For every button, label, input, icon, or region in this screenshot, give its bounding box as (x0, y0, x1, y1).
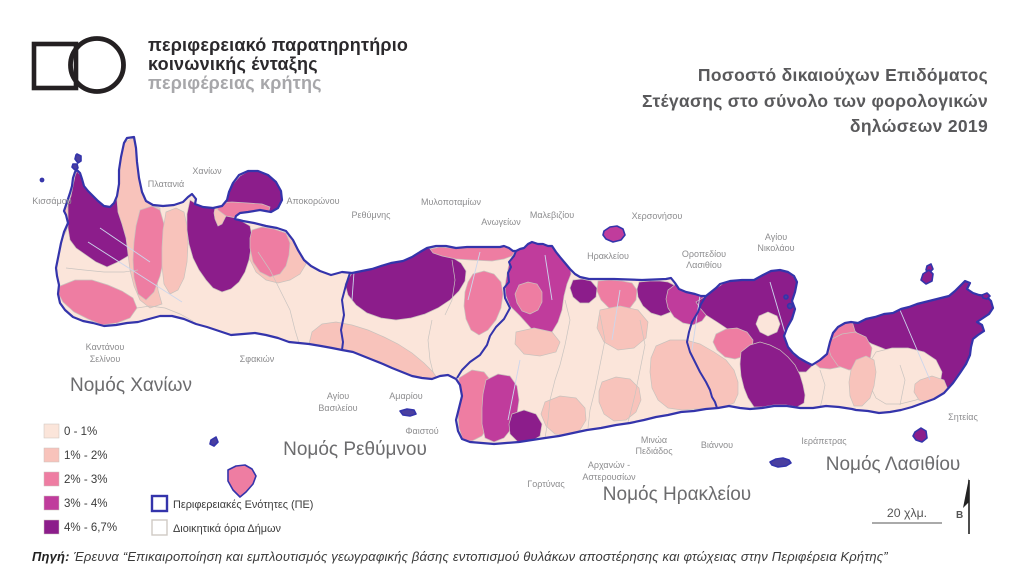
svg-text:Βασιλείου: Βασιλείου (318, 403, 357, 413)
svg-text:Γορτύνας: Γορτύνας (527, 479, 565, 489)
svg-text:Μαλεβιζίου: Μαλεβιζίου (530, 210, 574, 220)
svg-text:Κισσάμου: Κισσάμου (32, 196, 72, 206)
svg-text:Διοικητικά όρια Δήμων: Διοικητικά όρια Δήμων (173, 523, 282, 535)
svg-text:Ηρακλείου: Ηρακλείου (587, 251, 629, 261)
svg-text:Νομός Ηρακλείου: Νομός Ηρακλείου (603, 484, 751, 505)
svg-text:Χανίων: Χανίων (192, 166, 222, 176)
svg-text:Σητείας: Σητείας (948, 412, 978, 422)
svg-text:1% - 2%: 1% - 2% (64, 450, 107, 462)
svg-text:Αποκορώνου: Αποκορώνου (286, 196, 339, 206)
svg-text:Σφακιών: Σφακιών (240, 354, 275, 364)
svg-text:Ρεθύμνης: Ρεθύμνης (352, 210, 392, 220)
svg-text:3% - 4%: 3% - 4% (64, 498, 107, 510)
svg-text:Αγίου: Αγίου (327, 391, 349, 401)
svg-text:Φαιστού: Φαιστού (405, 426, 438, 436)
svg-text:Αγίου: Αγίου (765, 232, 787, 242)
svg-text:Αρχανών -: Αρχανών - (588, 460, 630, 470)
svg-text:Νομός Λασιθίου: Νομός Λασιθίου (826, 454, 961, 475)
svg-text:20 χλμ.: 20 χλμ. (887, 506, 927, 520)
svg-text:Νομός Ρεθύμνου: Νομός Ρεθύμνου (283, 439, 427, 460)
svg-text:0 - 1%: 0 - 1% (64, 426, 97, 438)
svg-text:Χερσονήσου: Χερσονήσου (632, 211, 683, 221)
svg-text:Λασιθίου: Λασιθίου (686, 260, 722, 270)
svg-text:Μινώα: Μινώα (641, 435, 667, 445)
svg-text:Νομός Χανίων: Νομός Χανίων (70, 375, 192, 396)
svg-text:Καντάνου: Καντάνου (86, 342, 125, 352)
svg-text:Αστερουσίων: Αστερουσίων (582, 472, 636, 482)
svg-text:Νικολάου: Νικολάου (757, 243, 794, 253)
svg-text:Πεδιάδος: Πεδιάδος (635, 446, 673, 456)
svg-text:Αμαρίου: Αμαρίου (389, 391, 423, 401)
svg-text:Σελίνου: Σελίνου (90, 354, 121, 364)
svg-text:Πλατανιά: Πλατανιά (148, 179, 184, 189)
svg-text:Περιφερειακές Ενότητες (ΠΕ): Περιφερειακές Ενότητες (ΠΕ) (173, 499, 313, 511)
svg-text:Βιάννου: Βιάννου (701, 440, 733, 450)
svg-text:4% - 6,7%: 4% - 6,7% (64, 522, 117, 534)
svg-text:Οροπεδίου: Οροπεδίου (682, 249, 726, 259)
svg-text:Β: Β (956, 510, 963, 521)
svg-text:Ανωγείων: Ανωγείων (481, 217, 521, 227)
svg-text:2% - 3%: 2% - 3% (64, 474, 107, 486)
svg-text:Μυλοποταμίων: Μυλοποταμίων (421, 197, 481, 207)
svg-text:Ιεράπετρας: Ιεράπετρας (801, 436, 847, 446)
